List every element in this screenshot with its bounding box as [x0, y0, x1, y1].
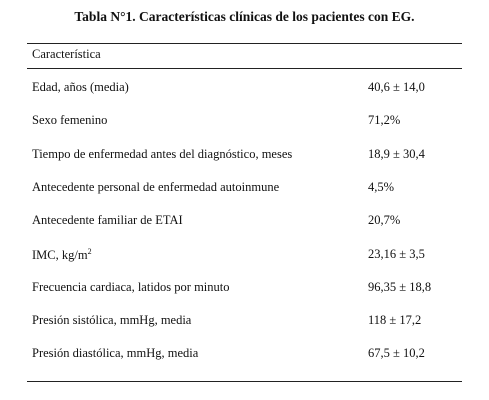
header-cell: Característica: [32, 47, 101, 61]
row-value: 71,2%: [368, 113, 401, 128]
table-title: Tabla N°1. Características clínicas de l…: [74, 9, 415, 24]
label-text: Presión diastólica, mmHg, media: [32, 346, 199, 361]
label-text: Tiempo de enfermedad antes del diagnósti…: [32, 146, 293, 161]
row-label: IMC, kg/m2: [32, 247, 92, 263]
row-value: 20,7%: [368, 213, 401, 228]
label-text: Antecedente familiar de ETAI: [32, 213, 183, 228]
label-text: IMC, kg/m: [32, 247, 88, 262]
row-label: Sexo femenino: [32, 113, 107, 128]
rule: [27, 43, 462, 44]
label-text: Edad, años (media): [32, 80, 129, 94]
rule: [27, 381, 462, 382]
rule: [27, 68, 462, 69]
row-value: 23,16 ± 3,5: [368, 246, 425, 261]
row-label: Presión diastólica, mmHg, media: [32, 346, 198, 361]
label-text: Presión sistólica, mmHg, media: [32, 313, 192, 328]
superscript: 2: [87, 246, 92, 256]
label-text: Antecedente personal de enfermedad autoi…: [32, 179, 280, 194]
row-label: Antecedente personal de enfermedad autoi…: [32, 180, 279, 195]
row-value: 118 ± 17,2: [368, 313, 422, 328]
row-label: Presión sistólica, mmHg, media: [32, 313, 191, 328]
row-value: 40,6 ± 14,0: [368, 80, 425, 94]
row-value: 18,9 ± 30,4: [368, 146, 425, 161]
row-value: 67,5 ± 10,2: [368, 346, 425, 361]
row-value: 96,35 ± 18,8: [368, 279, 432, 294]
row-label: Antecedente familiar de ETAI: [32, 213, 183, 228]
row-value: 4,5%: [368, 179, 395, 194]
row-label: Tiempo de enfermedad antes del diagnósti…: [32, 147, 292, 162]
label-text: Sexo femenino: [32, 113, 108, 128]
label-text: Frecuencia cardiaca, latidos por minuto: [32, 279, 230, 294]
row-label: Frecuencia cardiaca, latidos por minuto: [32, 280, 230, 295]
row-label: Edad, años (media): [32, 80, 129, 95]
